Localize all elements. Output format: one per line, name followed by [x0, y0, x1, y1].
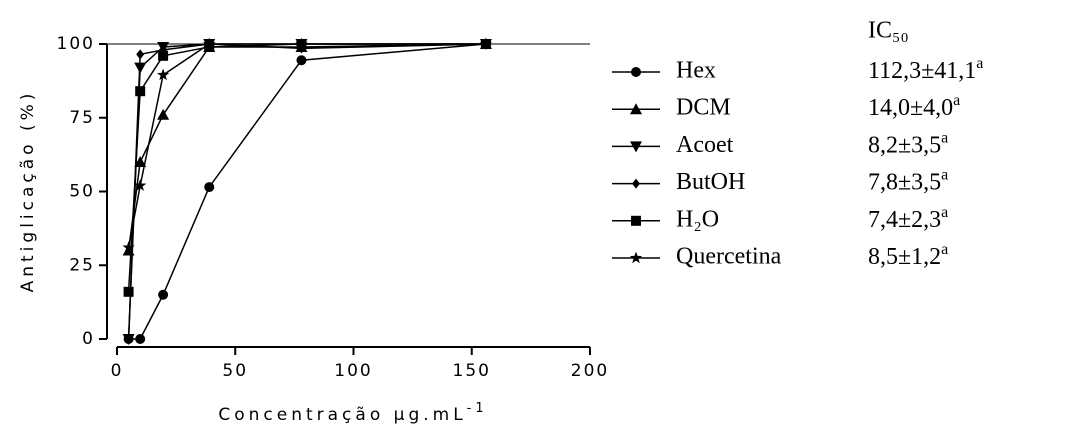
y-axis-label: Antiglicação (%) [18, 90, 38, 293]
legend-marker [631, 67, 641, 77]
x-label-sup: -1 [467, 401, 488, 416]
series-line [127, 43, 486, 251]
marker [135, 334, 146, 344]
y-tick-label: 50 [69, 182, 95, 202]
ic50-value: 8,5±1,2a [868, 241, 948, 270]
legend-label: Hex [676, 58, 716, 84]
legend-label: Quercetina [676, 244, 782, 270]
legend-label: ButOH [676, 169, 745, 195]
ic50-sup: a [953, 92, 960, 109]
marker [156, 68, 170, 81]
ic50-value: 14,0±4,0a [868, 92, 960, 121]
series-line [127, 43, 486, 340]
ic50-text: 7,8±3,5 [868, 169, 941, 195]
legend-marker [629, 251, 643, 264]
y-tick-label: 0 [82, 329, 95, 349]
series-line [127, 43, 486, 340]
x-tick-label: 50 [222, 361, 248, 381]
ic50-sup: a [976, 55, 983, 72]
ic50-value: 7,8±3,5a [868, 166, 948, 195]
x-label-text: Concentração µg.mL [218, 405, 466, 425]
ic50-value: 8,2±3,5a [868, 129, 948, 158]
series-line [127, 43, 486, 248]
marker [203, 37, 216, 50]
legend-label: DCM [676, 95, 731, 121]
legend-marker [632, 178, 640, 189]
marker [296, 55, 307, 66]
marker [124, 334, 133, 344]
marker [135, 86, 146, 97]
legend-label: H₂O [676, 206, 719, 232]
legend-marker [630, 141, 642, 153]
marker [123, 286, 134, 297]
ic50-text: 14,0±4,0 [868, 95, 953, 121]
y-tick-label: 25 [69, 255, 95, 275]
ic50-sup: a [941, 241, 948, 258]
legend-marker [631, 215, 641, 226]
x-tick-label: 200 [571, 361, 609, 381]
x-tick-label: 150 [453, 361, 491, 381]
marker [122, 241, 135, 253]
marker [158, 289, 169, 300]
ic50-header: IC₅₀ [868, 18, 909, 44]
ic50-sup: a [941, 203, 948, 220]
ic50-text: 112,3±41,1 [868, 58, 976, 84]
marker [204, 41, 215, 52]
x-tick-label: 100 [334, 361, 372, 381]
ic50-value: 7,4±2,3a [868, 203, 948, 232]
ic50-text: 8,5±1,2 [868, 244, 941, 270]
ic50-text: 8,2±3,5 [868, 132, 941, 158]
marker [157, 108, 170, 120]
marker [133, 179, 147, 191]
y-tick-label: 100 [57, 34, 95, 54]
marker [295, 37, 308, 50]
marker [136, 49, 145, 60]
series-line [127, 43, 486, 292]
marker [204, 182, 215, 193]
legend-marker [630, 103, 642, 115]
ic50-sup: a [941, 129, 948, 146]
ic50-value: 112,3±41,1a [868, 55, 983, 84]
marker [134, 156, 147, 167]
ic50-sup: a [941, 166, 948, 183]
x-axis-label: Concentração µg.mL-1 [218, 401, 487, 425]
marker [158, 50, 169, 61]
series-line [128, 43, 487, 340]
ic50-text: 7,4±2,3 [868, 206, 941, 232]
legend-label: Acoet [676, 132, 734, 158]
marker [479, 37, 493, 50]
y-tick-label: 75 [69, 108, 95, 128]
x-tick-label: 0 [111, 361, 124, 381]
